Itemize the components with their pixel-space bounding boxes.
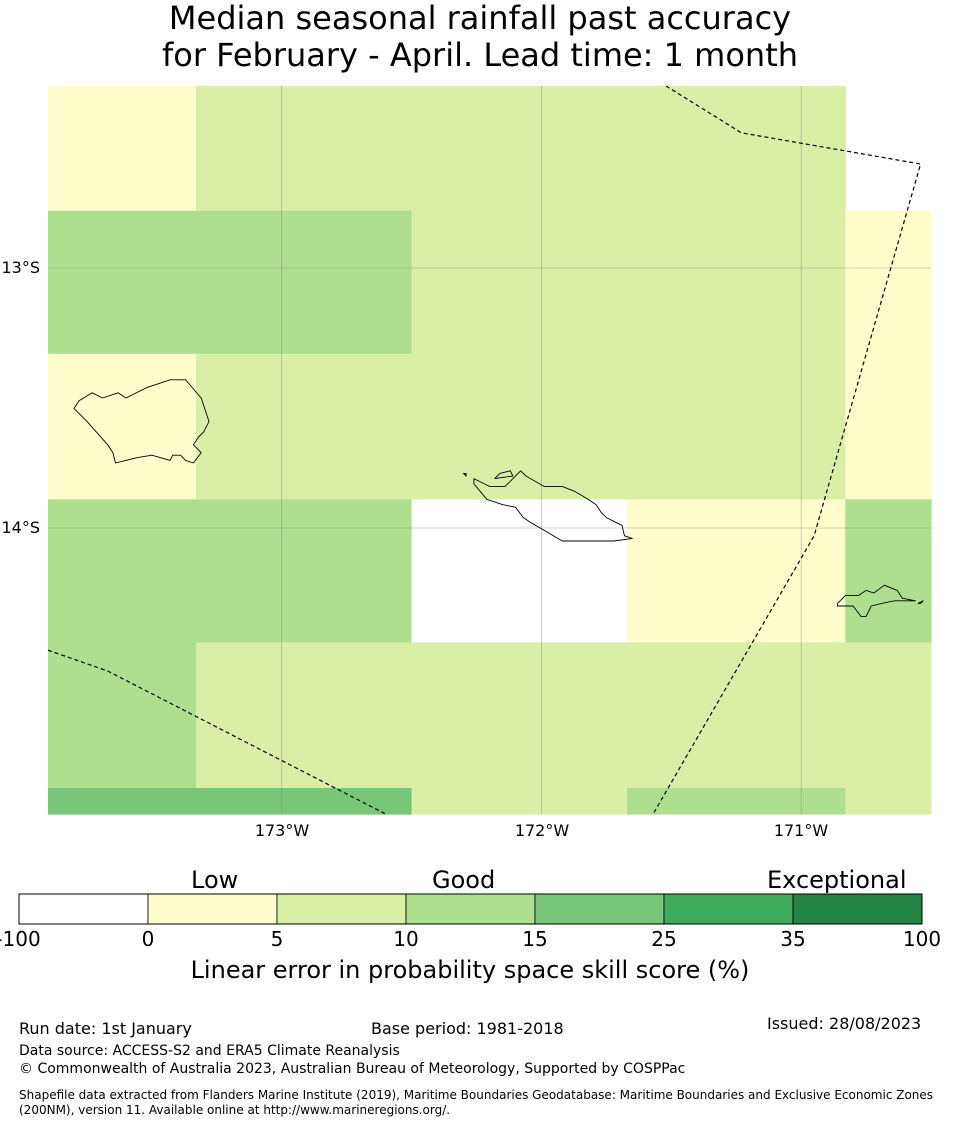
colorbar-segment bbox=[18, 893, 149, 925]
title-line-2: for February - April. Lead time: 1 month bbox=[161, 36, 799, 74]
colorbar bbox=[18, 893, 923, 925]
data-source: Data source: ACCESS-S2 and ERA5 Climate … bbox=[19, 1043, 400, 1059]
lat-label-13s: 13°S bbox=[1, 258, 40, 277]
colorbar-segment bbox=[663, 893, 794, 925]
skill-cell bbox=[845, 788, 932, 815]
island-outline bbox=[837, 584, 916, 617]
skill-cell bbox=[845, 499, 932, 643]
chart-title: Median seasonal rainfall past accuracy f… bbox=[0, 0, 960, 74]
skill-cell bbox=[627, 788, 846, 815]
skill-map bbox=[47, 85, 932, 815]
eez-boundary bbox=[47, 649, 386, 815]
legend-category-low: Low bbox=[191, 866, 239, 894]
skill-cell bbox=[48, 86, 197, 212]
copyright: © Commonwealth of Australia 2023, Austra… bbox=[19, 1061, 686, 1077]
skill-cell bbox=[48, 210, 413, 355]
skill-cell bbox=[48, 788, 413, 815]
skill-cell bbox=[411, 210, 846, 355]
skill-cell bbox=[48, 642, 197, 789]
skill-cell bbox=[196, 86, 846, 212]
legend-category-good: Good bbox=[432, 866, 496, 894]
colorbar-frame bbox=[18, 893, 923, 925]
skill-cell bbox=[196, 353, 846, 500]
lon-label-173w: 173°W bbox=[254, 821, 310, 840]
lon-label-171w: 171°W bbox=[773, 821, 829, 840]
colorbar-segment bbox=[534, 893, 665, 925]
colorbar-tick: 0 bbox=[141, 927, 155, 951]
legend-category-exceptional: Exceptional bbox=[767, 866, 907, 894]
colorbar-tick: 35 bbox=[780, 927, 806, 951]
issued-date: Issued: 28/08/2023 bbox=[767, 1014, 922, 1033]
island-outline bbox=[494, 470, 514, 480]
colorbar-segment bbox=[147, 893, 278, 925]
skill-cell bbox=[411, 788, 628, 815]
colorbar-tick: 5 bbox=[270, 927, 284, 951]
colorbar-segment bbox=[276, 893, 407, 925]
colorbar-tick: 10 bbox=[393, 927, 419, 951]
title-line-1: Median seasonal rainfall past accuracy bbox=[168, 0, 792, 37]
colorbar-segment bbox=[405, 893, 536, 925]
skill-cell bbox=[845, 210, 932, 355]
colorbar-tick: 25 bbox=[651, 927, 677, 951]
island-outline bbox=[917, 600, 924, 604]
skill-cell bbox=[627, 499, 846, 643]
island-outline bbox=[463, 472, 467, 477]
run-date: Run date: 1st January bbox=[19, 1019, 192, 1038]
shapefile-credit: Shapefile data extracted from Flanders M… bbox=[19, 1088, 934, 1117]
eez-boundary bbox=[652, 85, 922, 815]
base-period: Base period: 1981-2018 bbox=[371, 1019, 564, 1038]
colorbar-tick: 100 bbox=[902, 927, 942, 951]
island-outline bbox=[73, 379, 210, 464]
colorbar-title: Linear error in probability space skill … bbox=[190, 956, 750, 984]
skill-cell bbox=[411, 499, 628, 643]
skill-cell bbox=[48, 353, 197, 500]
skill-cell bbox=[196, 642, 932, 789]
colorbar-segment bbox=[792, 893, 923, 925]
skill-cell bbox=[48, 499, 413, 643]
lon-label-172w: 172°W bbox=[514, 821, 570, 840]
colorbar-tick: 15 bbox=[522, 927, 548, 951]
lat-label-14s: 14°S bbox=[1, 518, 40, 537]
colorbar-tick: -100 bbox=[0, 927, 41, 951]
island-outline bbox=[473, 470, 633, 542]
